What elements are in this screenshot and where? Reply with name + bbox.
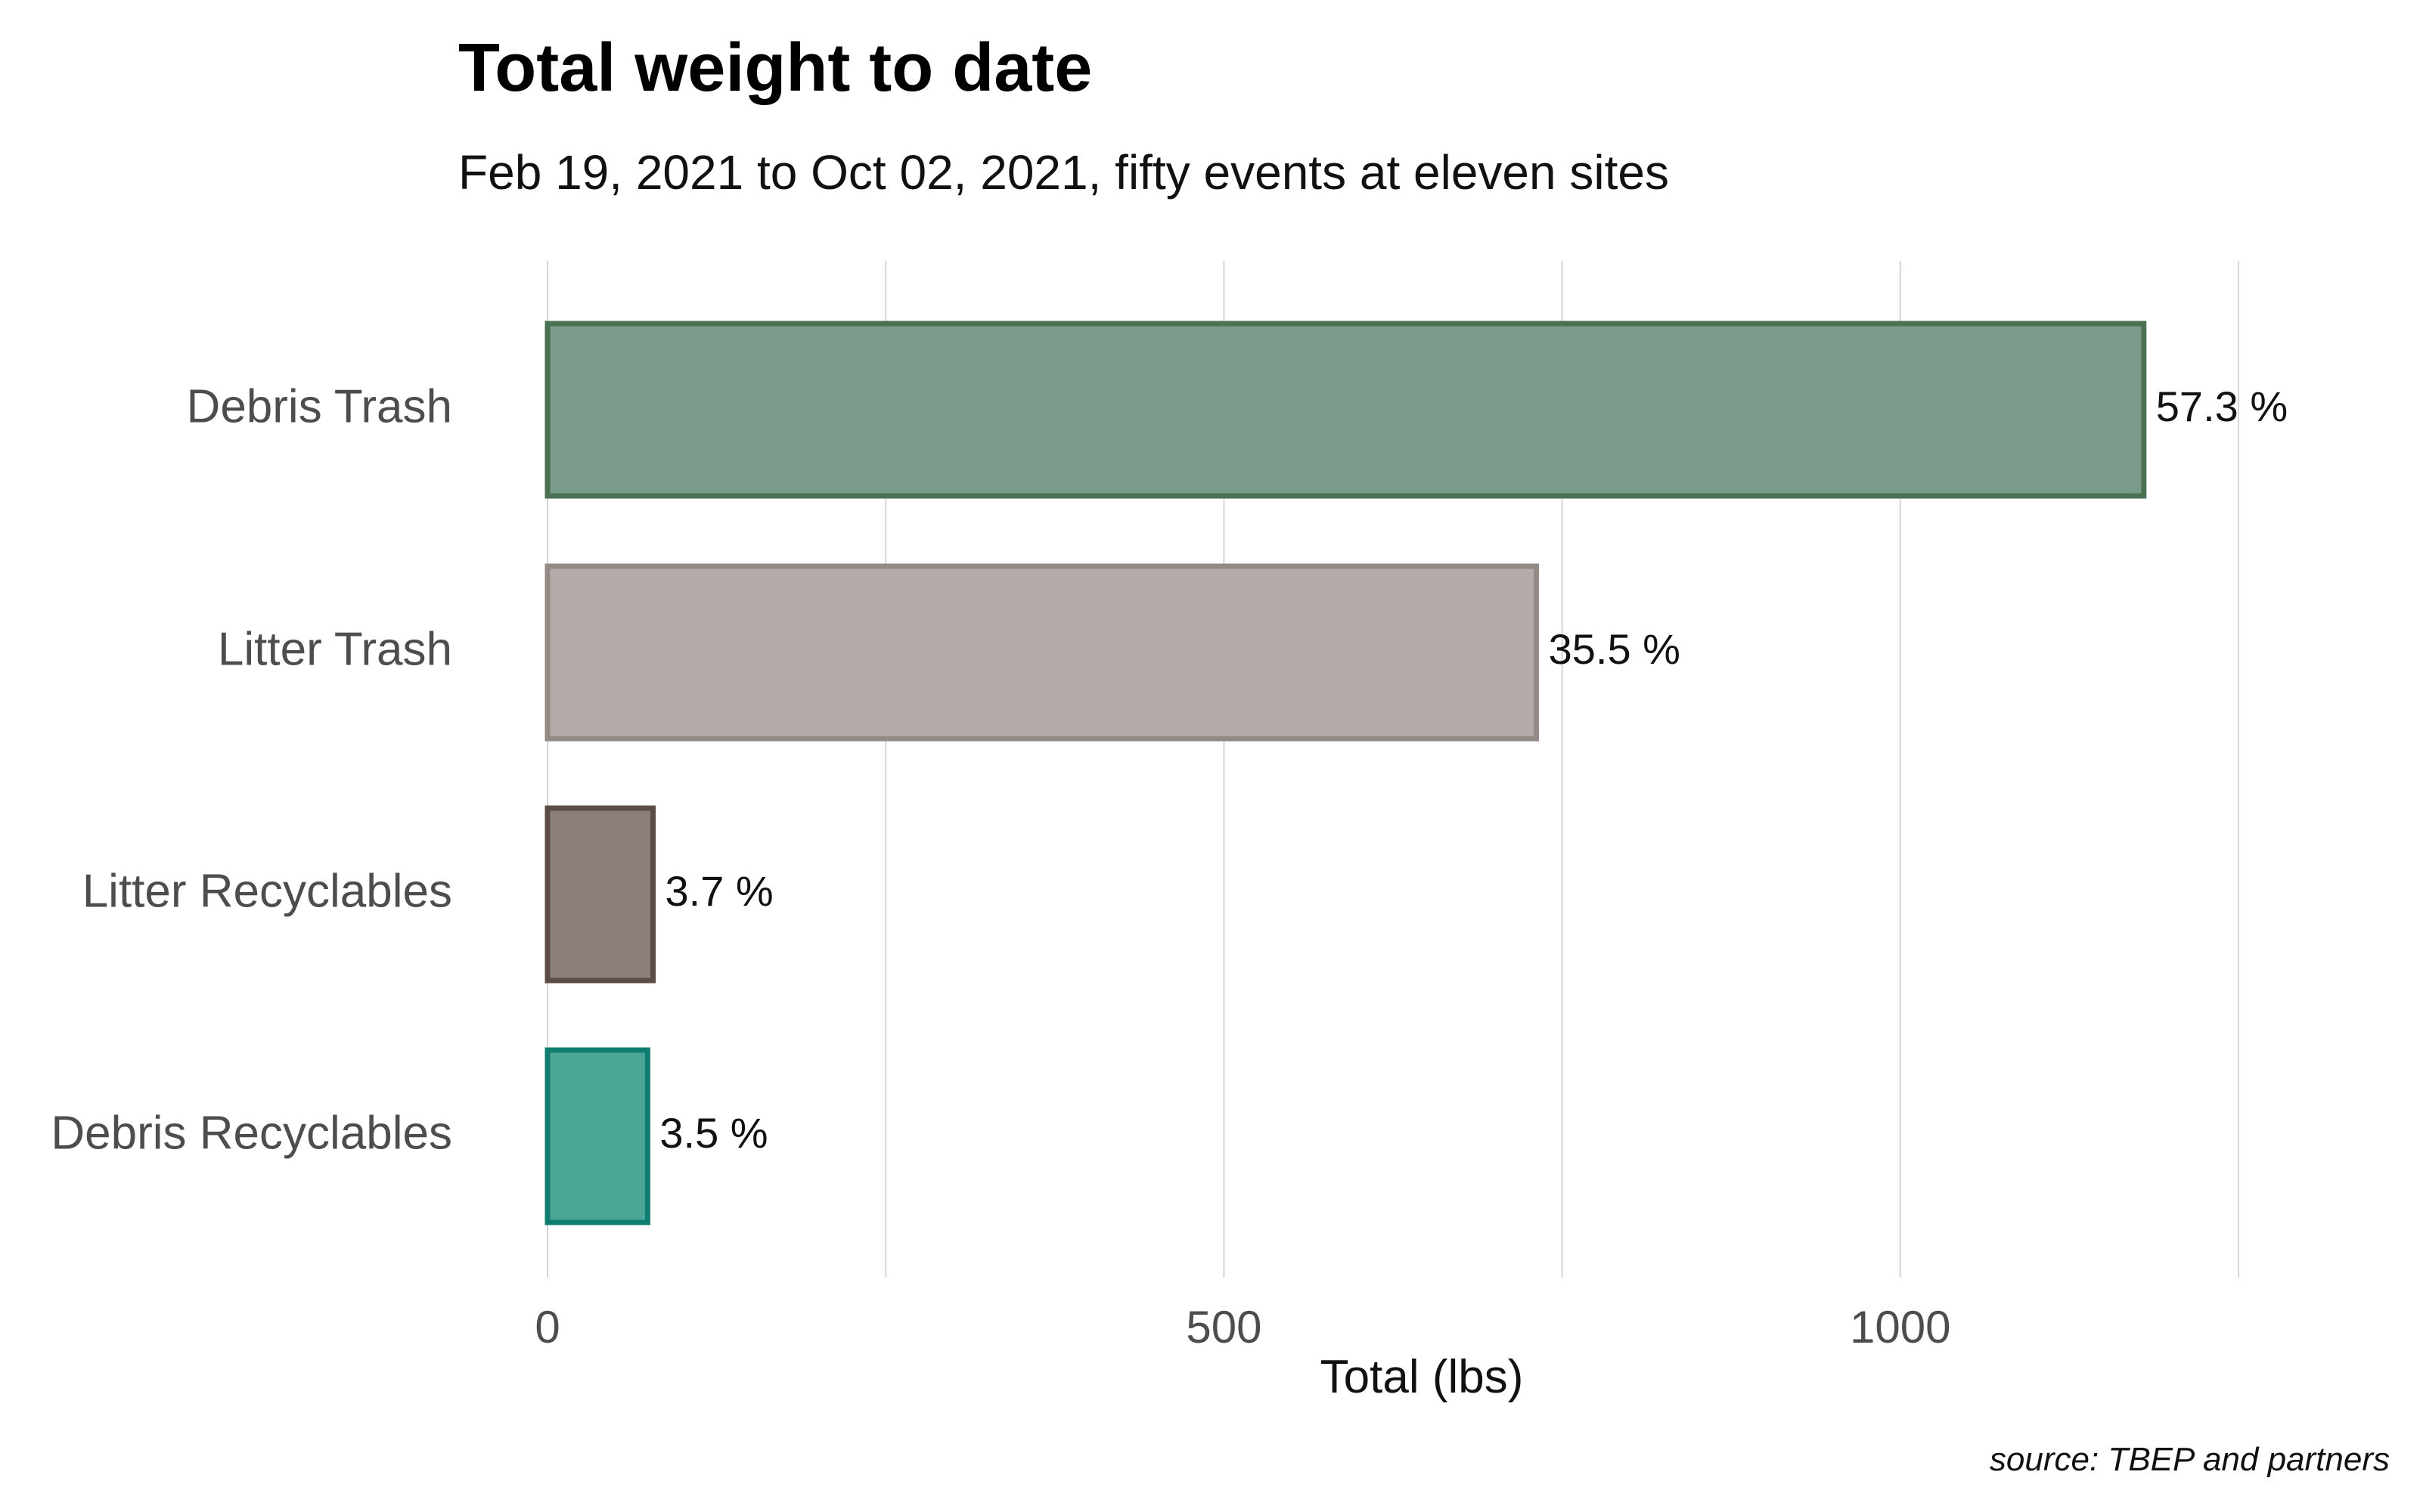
data-label-1: 57.3 % (2156, 383, 2288, 430)
x-tick-label-0: 0 (535, 1302, 560, 1352)
x-axis-label: Total (lbs) (1320, 1351, 1524, 1403)
category-labels: Debris Trash Litter Trash Litter Recyclabl… (51, 380, 452, 1159)
category-label-2: Litter Trash (218, 623, 452, 675)
category-label-1: Debris Trash (187, 380, 452, 432)
bar-3 (544, 805, 656, 984)
x-tick-label-2: 1000 (1850, 1302, 1950, 1352)
bar-2 (544, 563, 1540, 742)
data-label-2: 35.5 % (1549, 625, 1680, 673)
x-tick-label-1: 500 (1186, 1302, 1261, 1352)
bars (544, 321, 2147, 1225)
chart-subtitle: Feb 19, 2021 to Oct 02, 2021, fifty even… (458, 145, 1669, 200)
category-label-4: Debris Recyclables (51, 1107, 452, 1159)
bar-1 (544, 321, 2147, 499)
x-tick-labels: 0 500 1000 (535, 1302, 1950, 1352)
category-label-3: Litter Recyclables (82, 865, 452, 917)
data-labels: 57.3 % 35.5 % 3.7 % 3.5 % (659, 383, 2288, 1157)
chart-caption: source: TBEP and partners (1990, 1441, 2390, 1478)
bar-4 (544, 1047, 650, 1225)
data-label-4: 3.5 % (659, 1109, 768, 1157)
chart-title: Total weight to date (458, 30, 1092, 106)
data-label-3: 3.7 % (666, 867, 774, 915)
